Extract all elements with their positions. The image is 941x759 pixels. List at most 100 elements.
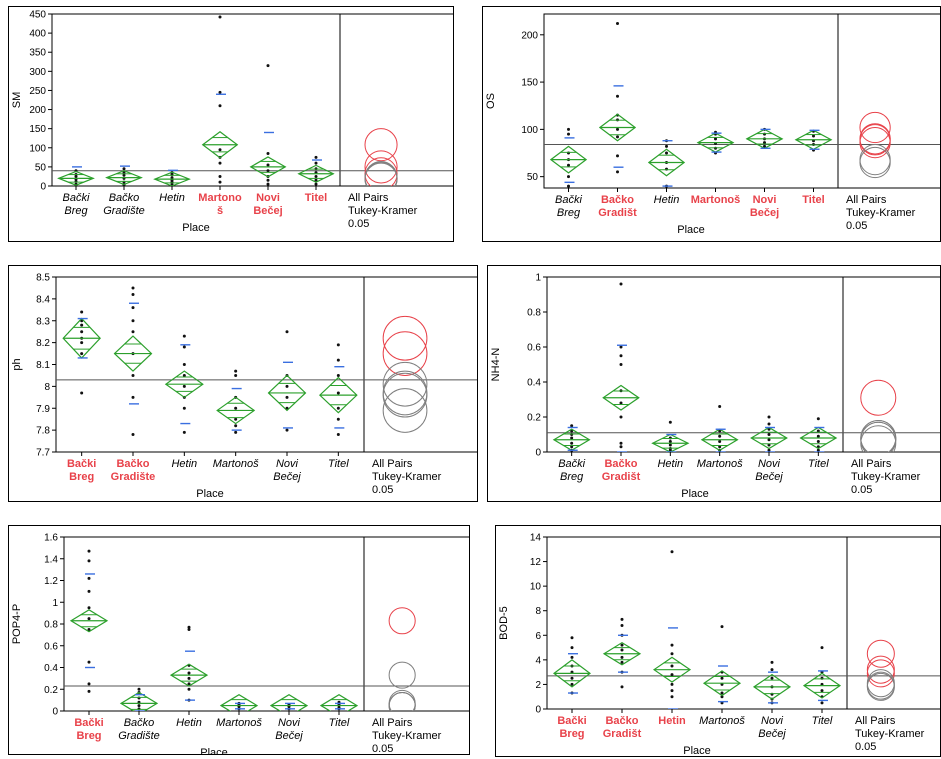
data-point [131,330,135,334]
panel-frame [8,6,454,242]
y-tick-label: 8.4 [36,294,50,305]
data-point [670,695,674,699]
x-category-label: Gradište [118,730,160,742]
data-point [812,134,815,138]
x-category-label: š [217,205,223,217]
x-category-label: Titel [812,715,833,727]
data-point [570,636,574,640]
comparison-circle [382,361,428,407]
data-point [670,664,674,668]
data-point [619,401,623,405]
data-point [182,363,186,366]
data-point [182,334,186,338]
data-point [567,163,570,167]
data-point [567,184,570,188]
y-tick-label: 250 [29,86,46,97]
comparison-circle [866,659,895,688]
x-axis-label: Place [681,488,709,500]
comparison-label: All Pairs [851,458,892,470]
x-category-label: Gradišt [598,207,637,219]
y-tick-label: 14 [530,533,542,544]
y-tick-label: 150 [29,124,46,135]
y-tick-label: 2 [535,680,541,691]
data-point [234,406,238,410]
data-point [620,648,624,652]
data-point [718,434,722,438]
data-point [87,576,91,580]
y-tick-label: 0.8 [527,308,541,319]
data-point [182,406,186,410]
data-point [620,685,624,689]
plot-content [544,21,940,188]
comparison-circle [388,689,416,711]
x-category-label: Bečej [758,728,786,740]
data-point [619,345,623,349]
data-point [131,373,135,377]
comparison-label: 0.05 [372,484,393,496]
y-axis-label: NH4-N [490,348,502,382]
data-point [266,178,270,182]
x-axis-label: Place [683,745,711,757]
data-point [80,330,84,334]
data-point [137,704,141,708]
y-tick-label: 8.3 [36,316,50,327]
data-point [285,330,289,334]
x-category-label: Bački [558,458,585,470]
y-tick-label: 400 [29,29,46,40]
data-point [80,323,84,327]
data-point [767,448,771,452]
plot-area [51,13,341,187]
x-category-label: Bečej [253,205,282,217]
y-tick-label: 7.9 [36,404,50,415]
data-point [87,559,91,563]
data-point [87,660,91,664]
y-axis-label: BOD-5 [498,606,510,640]
data-point [619,363,623,366]
data-point [763,141,766,145]
data-point [720,691,724,695]
data-point [218,180,222,184]
x-category-label: Novi [758,458,781,470]
data-point [187,671,191,675]
plot-area [55,276,365,453]
data-point [218,148,222,152]
data-point [720,695,724,699]
plot-area [546,536,848,710]
data-point [182,373,186,377]
y-tick-label: 200 [521,30,538,41]
mean-diamond [549,145,588,174]
data-point [131,319,135,323]
x-category-label: Bački [63,192,90,204]
data-point [670,550,674,554]
data-point [87,627,91,631]
y-tick-label: 8.5 [36,273,50,284]
data-point [619,282,623,286]
data-point [122,173,126,177]
data-point [567,132,570,136]
data-point [336,343,340,347]
data-point [670,643,674,647]
plot-content [64,549,469,711]
x-category-label: Hetin [159,192,185,204]
x-category-label: Bački [557,715,586,727]
data-point [816,434,820,438]
y-tick-label: 50 [527,172,539,183]
y-tick-label: 350 [29,48,46,59]
x-category-label: Titel [802,194,824,206]
comparison-circle [860,379,897,416]
data-point [620,623,624,627]
data-point [266,152,270,156]
data-point [616,94,619,98]
comparison-label: All Pairs [372,458,413,470]
x-category-label: Breg [76,730,101,742]
comparison-label: Tukey-Kramer [846,207,916,219]
x-category-label: Titel [328,458,349,470]
plot-content [547,550,940,709]
data-point [234,369,238,373]
x-category-label: Hetin [171,458,197,470]
y-tick-label: 0 [40,182,46,193]
data-point [619,445,623,449]
comparison-circle [364,150,398,184]
